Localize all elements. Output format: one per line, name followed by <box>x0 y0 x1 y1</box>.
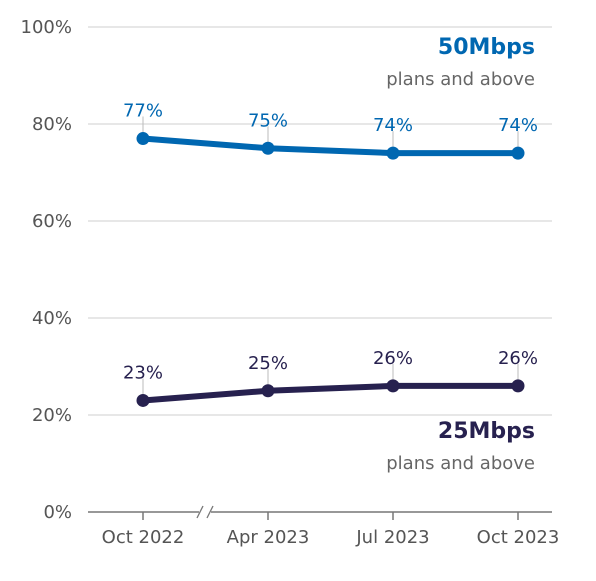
y-tick-label: 100% <box>21 17 72 38</box>
data-point <box>386 146 400 160</box>
data-point <box>511 379 525 393</box>
axis-break-mark <box>206 505 214 519</box>
x-tick-label: Oct 2023 <box>477 527 560 548</box>
data-point <box>136 393 150 407</box>
series-title-50mbps: 50Mbps <box>438 35 535 60</box>
series-50mbps: 77% 75% 74% 74% <box>123 101 538 160</box>
data-label: 74% <box>373 115 413 136</box>
y-tick-label: 80% <box>32 114 72 135</box>
data-label: 26% <box>373 348 413 369</box>
axis-break-gap <box>199 508 211 516</box>
x-axis: Oct 2022 Apr 2023 Jul 2023 Oct 2023 <box>88 505 560 548</box>
data-label: 75% <box>248 110 288 131</box>
data-point <box>136 132 150 146</box>
data-label: 77% <box>123 101 163 122</box>
series-line <box>140 382 521 404</box>
x-tick-label: Apr 2023 <box>227 527 310 548</box>
data-point <box>261 141 275 155</box>
data-point <box>386 379 400 393</box>
y-tick-label: 20% <box>32 405 72 426</box>
data-label: 74% <box>498 115 538 136</box>
series-title-25mbps: 25Mbps <box>438 419 535 444</box>
x-tick-label: Oct 2022 <box>102 527 185 548</box>
series-subtitle-50mbps: plans and above <box>386 69 535 90</box>
gridlines <box>88 26 552 416</box>
series-subtitle-25mbps: plans and above <box>386 453 535 474</box>
y-tick-label: 0% <box>43 502 72 523</box>
axis-break-mark <box>196 505 204 519</box>
data-label: 23% <box>123 362 163 383</box>
data-label: 26% <box>498 348 538 369</box>
data-point <box>511 146 525 160</box>
data-label: 25% <box>248 353 288 374</box>
x-tick-label: Jul 2023 <box>355 527 429 548</box>
series-line <box>140 135 521 157</box>
y-tick-label: 60% <box>32 211 72 232</box>
series-25mbps: 23% 25% 26% 26% <box>123 348 538 407</box>
y-axis-ticks: 0% 20% 40% 60% 80% 100% <box>21 17 72 523</box>
y-tick-label: 40% <box>32 308 72 329</box>
data-point <box>261 384 275 398</box>
series-group: 77% 75% 74% 74% 23% 25% 26% 26% <box>123 101 538 407</box>
